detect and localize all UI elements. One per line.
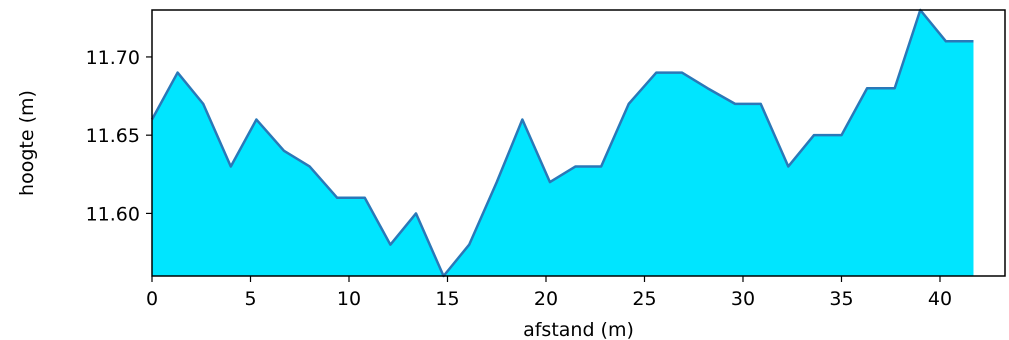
y-tick-label: 11.65: [86, 125, 140, 147]
x-tick-label: 25: [632, 288, 656, 310]
x-tick-label: 5: [244, 288, 256, 310]
y-axis: 11.60 11.65 11.70: [86, 47, 152, 225]
x-tick-label: 15: [435, 288, 459, 310]
plot-frame: [151, 9, 1006, 277]
y-tick-label: 11.70: [86, 47, 140, 69]
x-axis: 0 5 10 15 20 25 30 35 40: [146, 276, 952, 310]
plot-area: [150, 8, 974, 278]
y-tick-label: 11.60: [86, 203, 140, 225]
x-tick-label: 20: [534, 288, 558, 310]
x-tick-label: 35: [829, 288, 853, 310]
x-axis-label: afstand (m): [523, 319, 634, 340]
x-tick-label: 0: [146, 288, 158, 310]
x-tick-label: 40: [928, 288, 952, 310]
x-tick-label: 30: [731, 288, 755, 310]
area-fill: [152, 10, 974, 276]
series-line: [150, 8, 974, 278]
y-axis-label: hoogte (m): [16, 90, 38, 196]
x-tick-label: 10: [337, 288, 361, 310]
